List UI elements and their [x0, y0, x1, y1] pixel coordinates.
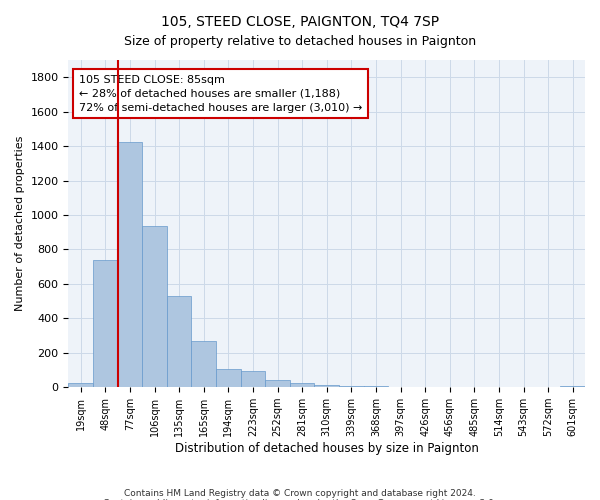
- Bar: [241, 371, 265, 387]
- X-axis label: Distribution of detached houses by size in Paignton: Distribution of detached houses by size …: [175, 442, 479, 455]
- Bar: [364, 386, 388, 387]
- Bar: [388, 386, 413, 387]
- Bar: [118, 142, 142, 387]
- Bar: [191, 340, 216, 387]
- Bar: [167, 296, 191, 387]
- Text: Contains HM Land Registry data © Crown copyright and database right 2024.: Contains HM Land Registry data © Crown c…: [124, 488, 476, 498]
- Bar: [93, 260, 118, 387]
- Bar: [314, 384, 339, 387]
- Bar: [339, 386, 364, 387]
- Bar: [216, 368, 241, 387]
- Text: Contains public sector information licensed under the Open Government Licence v3: Contains public sector information licen…: [103, 498, 497, 500]
- Text: Size of property relative to detached houses in Paignton: Size of property relative to detached ho…: [124, 35, 476, 48]
- Bar: [290, 382, 314, 387]
- Text: 105 STEED CLOSE: 85sqm
← 28% of detached houses are smaller (1,188)
72% of semi-: 105 STEED CLOSE: 85sqm ← 28% of detached…: [79, 74, 362, 112]
- Y-axis label: Number of detached properties: Number of detached properties: [15, 136, 25, 312]
- Text: 105, STEED CLOSE, PAIGNTON, TQ4 7SP: 105, STEED CLOSE, PAIGNTON, TQ4 7SP: [161, 15, 439, 29]
- Bar: [560, 386, 585, 387]
- Bar: [265, 380, 290, 387]
- Bar: [142, 226, 167, 387]
- Bar: [68, 384, 93, 387]
